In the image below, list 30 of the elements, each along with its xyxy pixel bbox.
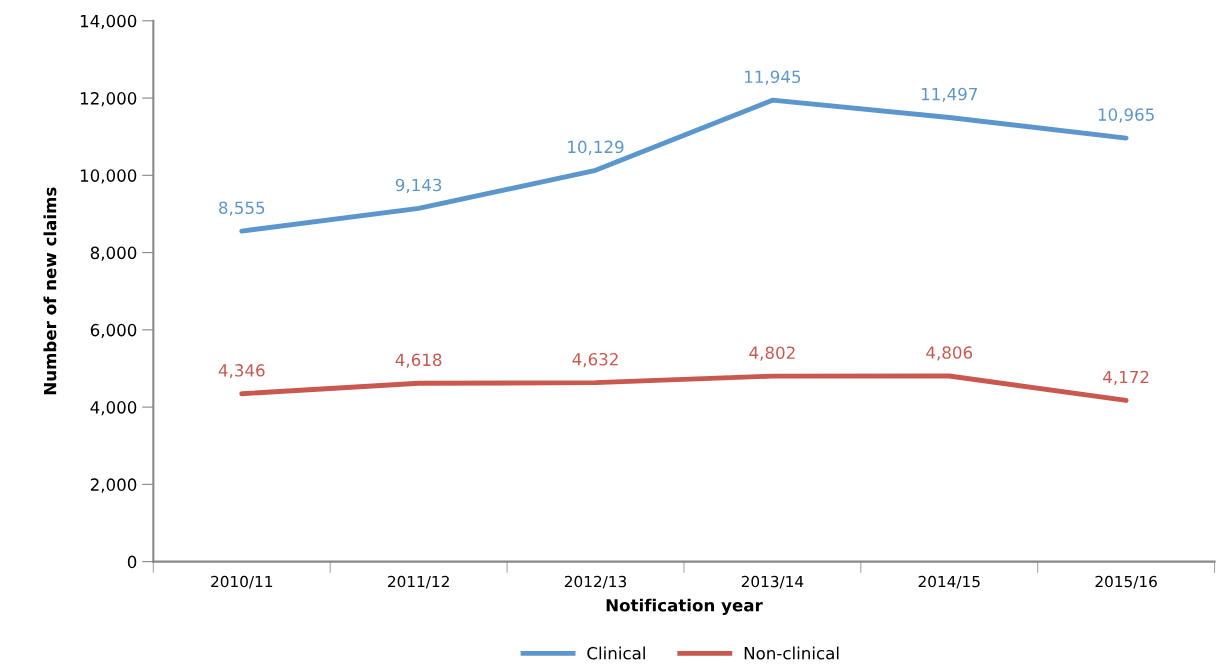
legend-label: Non-clinical xyxy=(744,646,839,660)
data-label: 4,618 xyxy=(395,353,442,368)
x-tick-label: 2013/14 xyxy=(741,575,804,589)
x-axis-title: Notification year xyxy=(606,598,763,615)
y-tick-label: 10,000 xyxy=(80,169,137,184)
y-tick-label: 8,000 xyxy=(90,246,137,261)
x-tick-label: 2011/12 xyxy=(388,575,449,589)
data-label: 10,965 xyxy=(1098,108,1154,123)
x-tick-label: 2012/13 xyxy=(564,575,627,589)
y-tick-label: 2,000 xyxy=(90,478,137,493)
y-tick-label: 0 xyxy=(127,555,137,569)
data-label: 11,497 xyxy=(921,87,977,103)
x-tick-label: 2010/11 xyxy=(211,575,273,589)
data-label: 8,555 xyxy=(219,201,265,216)
y-tick-label: 12,000 xyxy=(80,92,137,107)
x-tick-label: 2015/16 xyxy=(1095,575,1157,589)
y-axis-title: Number of new claims xyxy=(43,187,57,395)
data-label: 4,172 xyxy=(1103,370,1149,386)
x-tick-label: 2014/15 xyxy=(918,575,980,589)
data-label: 4,346 xyxy=(218,364,265,379)
data-label: 10,129 xyxy=(568,140,624,155)
y-tick-label: 14,000 xyxy=(80,14,137,30)
legend-label: Clinical xyxy=(587,646,645,660)
data-label: 11,945 xyxy=(745,70,801,85)
data-label: 9,143 xyxy=(395,178,442,194)
y-tick-label: 6,000 xyxy=(90,323,137,339)
data-label: 4,632 xyxy=(572,352,618,368)
y-tick-label: 4,000 xyxy=(90,401,137,416)
data-label: 4,806 xyxy=(926,346,973,361)
data-label: 4,802 xyxy=(749,346,795,361)
